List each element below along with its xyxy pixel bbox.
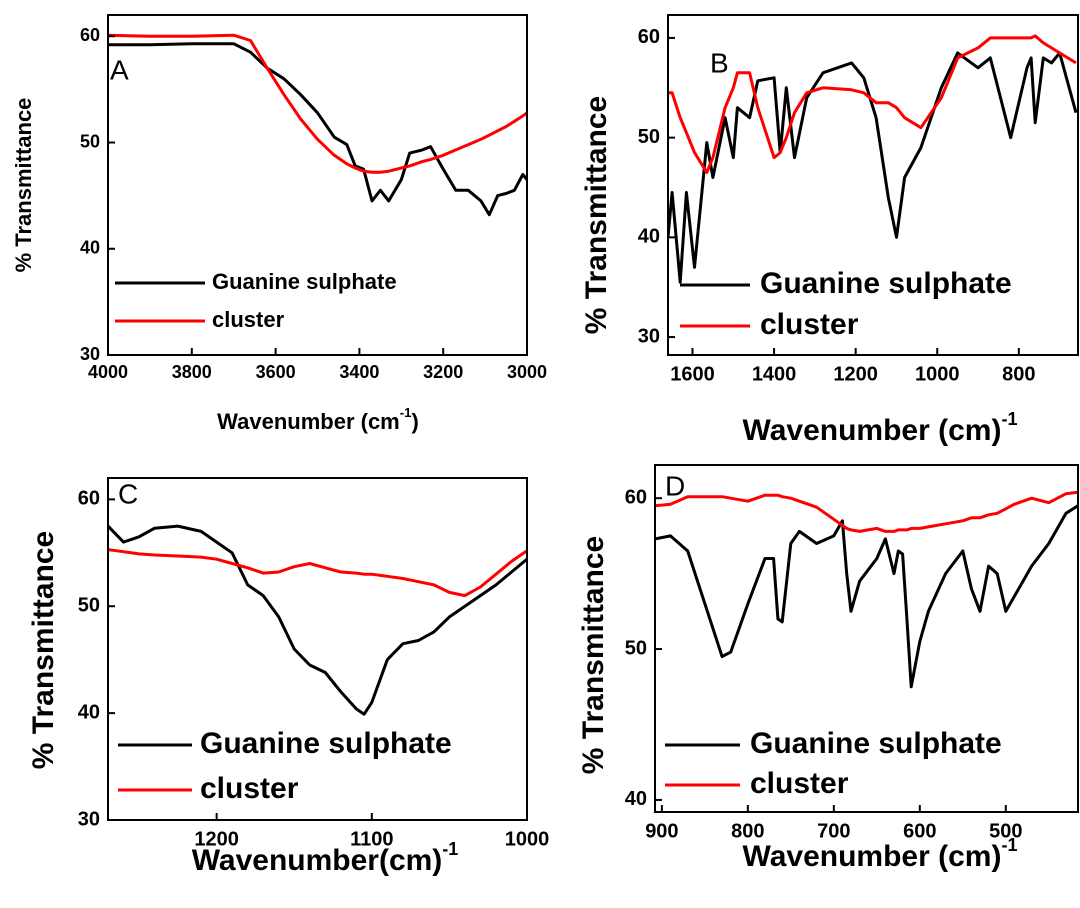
y-tick-label: 30: [80, 344, 100, 364]
panel-label: B: [710, 47, 729, 78]
y-tick-label: 50: [78, 595, 100, 617]
panel-label: C: [118, 478, 138, 509]
x-tick-label: 3600: [256, 362, 296, 382]
x-axis-label-text: Wavenumber(cm): [192, 844, 443, 877]
x-tick-label: 1200: [833, 363, 878, 385]
x-axis-label-text: Wavenumber (cm: [217, 409, 400, 434]
x-tick-label: 3200: [423, 362, 463, 382]
legend-label: Guanine sulphate: [200, 727, 452, 760]
x-axis-label-text: Wavenumber (cm): [743, 414, 1002, 447]
legend-label: cluster: [212, 307, 285, 332]
y-tick-label: 50: [638, 126, 660, 148]
legend-label: Guanine sulphate: [760, 267, 1012, 300]
plot-frame: [107, 477, 528, 821]
x-axis-label-sup: -1: [1001, 835, 1017, 855]
y-tick-label: 50: [80, 131, 100, 151]
y-axis-label: % Transmittance: [11, 98, 36, 273]
panel-label: D: [665, 470, 685, 501]
series-line: [668, 51, 1078, 284]
y-tick-label: 50: [625, 637, 647, 659]
legend-label: Guanine sulphate: [212, 269, 397, 294]
x-axis-label-sup: -1: [442, 839, 458, 859]
series-line: [108, 548, 527, 598]
panel-label: A: [110, 54, 129, 85]
legend-label: Guanine sulphate: [750, 727, 1002, 760]
series-line: [668, 34, 1077, 174]
series-line: [108, 33, 527, 174]
x-axis-label: Wavenumber (cm-1): [217, 406, 419, 434]
y-axis-label: % Transmittance: [580, 96, 613, 334]
y-axis-label: % Transmittance: [577, 536, 610, 774]
x-axis-label-text: Wavenumber (cm): [743, 840, 1002, 873]
y-tick-label: 60: [78, 488, 100, 510]
x-tick-label: 1100: [350, 828, 393, 850]
x-axis-label-sup: -1: [400, 406, 412, 421]
x-tick-label: 800: [731, 820, 764, 842]
x-tick-label: 4000: [88, 362, 128, 382]
x-axis-label-sup: -1: [1001, 409, 1017, 429]
series-line: [108, 42, 527, 217]
y-tick-label: 40: [78, 701, 100, 723]
y-tick-label: 60: [80, 25, 100, 45]
x-tick-label: 800: [1002, 363, 1035, 385]
x-tick-label: 1400: [752, 363, 797, 385]
x-tick-label: 1200: [194, 828, 239, 850]
y-tick-label: 30: [78, 808, 100, 830]
y-tick-label: 40: [625, 788, 647, 810]
x-tick-label: 500: [989, 820, 1022, 842]
x-axis-label: Wavenumber (cm)-1: [743, 835, 1018, 873]
x-tick-label: 600: [903, 820, 936, 842]
x-axis-label-end: ): [411, 409, 418, 434]
x-tick-label: 3800: [172, 362, 212, 382]
legend-label: cluster: [750, 767, 849, 800]
series-line: [655, 490, 1078, 533]
legend-label: cluster: [200, 772, 299, 805]
plot-frame: [667, 14, 1079, 356]
series-line: [655, 504, 1078, 689]
x-tick-label: 3000: [507, 362, 547, 382]
x-axis-label: Wavenumber (cm)-1: [743, 409, 1018, 447]
y-tick-label: 30: [638, 325, 660, 347]
x-tick-label: 700: [817, 820, 850, 842]
x-tick-label: 3400: [339, 362, 379, 382]
x-tick-label: 1600: [670, 363, 715, 385]
x-axis-label: Wavenumber(cm)-1: [192, 839, 459, 877]
x-tick-label: 1000: [505, 828, 550, 850]
y-tick-label: 40: [80, 238, 100, 258]
series-line: [108, 524, 527, 716]
x-tick-label: 900: [645, 820, 678, 842]
y-tick-label: 60: [625, 486, 647, 508]
legend-label: cluster: [760, 308, 859, 341]
y-axis-label: % Transmittance: [27, 531, 60, 769]
plot-frame: [107, 14, 528, 356]
plot-frame: [654, 464, 1079, 813]
x-tick-label: 1000: [915, 363, 960, 385]
y-tick-label: 60: [638, 26, 660, 48]
y-tick-label: 40: [638, 226, 660, 248]
